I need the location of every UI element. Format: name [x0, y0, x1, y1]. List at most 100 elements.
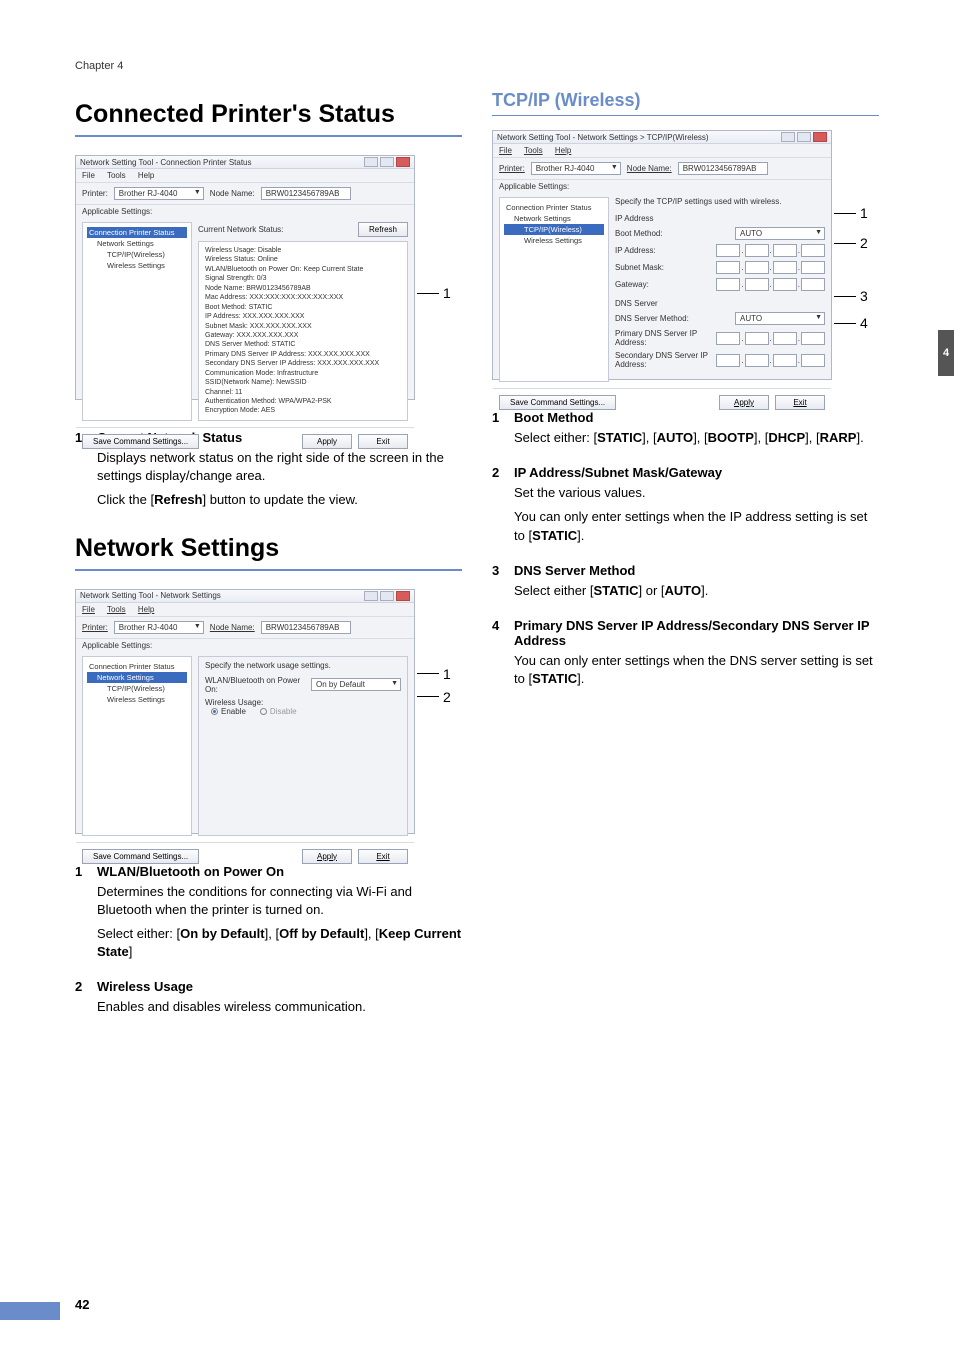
tree-connection-status[interactable]: Connection Printer Status	[87, 227, 187, 238]
titlebar: Network Setting Tool - Network Settings	[76, 590, 414, 603]
printer-select[interactable]: Brother RJ-4040 ▼	[114, 187, 204, 200]
min-icon[interactable]	[364, 157, 378, 167]
radio-label: Enable	[221, 707, 246, 716]
node-name-field[interactable]: BRW0123456789AB	[261, 621, 351, 634]
txt: ], [	[642, 430, 656, 445]
settings-tree[interactable]: Connection Printer Status Network Settin…	[82, 656, 192, 836]
menu-tools[interactable]: Tools	[524, 146, 543, 155]
max-icon[interactable]	[797, 132, 811, 142]
close-icon[interactable]	[396, 157, 410, 167]
tree-connection-status[interactable]: Connection Printer Status	[87, 661, 187, 672]
apply-button[interactable]: Apply	[302, 849, 352, 864]
tree-network-settings[interactable]: Network Settings	[504, 213, 604, 224]
close-icon[interactable]	[813, 132, 827, 142]
desc-tcpip-list: 1 Boot Method Select either: [STATIC], […	[492, 410, 879, 694]
item-title: Primary DNS Server IP Address/Secondary …	[514, 618, 879, 648]
wlan-row: WLAN/Bluetooth on Power On: On by Defaul…	[205, 676, 401, 694]
tree-wireless[interactable]: Wireless Settings	[504, 235, 604, 246]
chapter-label: Chapter 4	[75, 60, 879, 72]
item-number: 2	[492, 465, 514, 551]
txt-bold: STATIC	[532, 671, 577, 686]
item-number: 1	[75, 864, 97, 968]
tree-tcpip[interactable]: TCP/IP(Wireless)	[87, 683, 187, 694]
item-text: Enables and disables wireless communicat…	[97, 998, 462, 1016]
wlan-select[interactable]: On by Default ▼	[311, 678, 401, 691]
heading-underline	[75, 135, 462, 137]
node-name-field[interactable]: BRW0123456789AB	[261, 187, 351, 200]
settings-tree[interactable]: Connection Printer Status Network Settin…	[82, 222, 192, 421]
callout-leader	[834, 323, 856, 324]
ip-input[interactable]: ...	[716, 244, 825, 257]
gateway-input[interactable]: ...	[716, 278, 825, 291]
txt: ], [	[693, 430, 707, 445]
tree-tcpip[interactable]: TCP/IP(Wireless)	[87, 249, 187, 260]
exit-button[interactable]: Exit	[358, 434, 408, 449]
screenshot-tcpip-wrap: Network Setting Tool - Network Settings …	[492, 130, 879, 400]
primary-dns-input[interactable]: ...	[716, 332, 825, 345]
menu-help[interactable]: Help	[138, 605, 154, 614]
menu-tools[interactable]: Tools	[107, 605, 126, 614]
close-icon[interactable]	[396, 591, 410, 601]
min-icon[interactable]	[781, 132, 795, 142]
menu-file[interactable]: File	[82, 605, 95, 614]
min-icon[interactable]	[364, 591, 378, 601]
menu-tools[interactable]: Tools	[107, 171, 126, 180]
radio-label: Disable	[270, 707, 297, 716]
txt-bold: BOOTP	[708, 430, 754, 445]
item-title: IP Address/Subnet Mask/Gateway	[514, 465, 879, 480]
max-icon[interactable]	[380, 591, 394, 601]
tree-network-settings[interactable]: Network Settings	[87, 238, 187, 249]
secondary-dns-input[interactable]: ...	[716, 354, 825, 367]
menu-help[interactable]: Help	[138, 171, 154, 180]
callout-2: 2	[443, 689, 451, 705]
item-title: Wireless Usage	[97, 979, 462, 994]
titlebar: Network Setting Tool - Connection Printe…	[76, 156, 414, 169]
subnet-input[interactable]: ...	[716, 261, 825, 274]
exit-button[interactable]: Exit	[775, 395, 825, 410]
window-title: Network Setting Tool - Network Settings …	[497, 133, 709, 142]
apply-button[interactable]: Apply	[302, 434, 352, 449]
callout-2: 2	[860, 235, 868, 251]
wlan-label: WLAN/Bluetooth on Power On:	[205, 676, 311, 694]
save-command-button[interactable]: Save Command Settings...	[82, 434, 199, 449]
chevron-down-icon: ▼	[194, 623, 201, 630]
heading-network-settings: Network Settings	[75, 534, 462, 563]
radio-enable[interactable]: Enable	[211, 707, 246, 716]
txt: ] button to update the view.	[203, 492, 358, 507]
printer-select[interactable]: Brother RJ-4040 ▼	[114, 621, 204, 634]
max-icon[interactable]	[380, 157, 394, 167]
tree-wireless[interactable]: Wireless Settings	[87, 260, 187, 271]
txt: ], [	[364, 926, 378, 941]
callout-1: 1	[860, 205, 868, 221]
subnet-label: Subnet Mask:	[615, 263, 664, 272]
printer-select[interactable]: Brother RJ-4040 ▼	[531, 162, 621, 175]
bottom-bar: Save Command Settings... Apply Exit	[76, 842, 414, 870]
tree-wireless[interactable]: Wireless Settings	[87, 694, 187, 705]
refresh-button[interactable]: Refresh	[358, 222, 408, 237]
txt: ].	[577, 528, 584, 543]
tree-network-settings[interactable]: Network Settings	[87, 672, 187, 683]
save-command-button[interactable]: Save Command Settings...	[82, 849, 199, 864]
radio-disable[interactable]: Disable	[260, 707, 297, 716]
menu-help[interactable]: Help	[555, 146, 571, 155]
dns-select[interactable]: AUTO ▼	[735, 312, 825, 325]
printer-row: Printer: Brother RJ-4040 ▼ Node Name: BR…	[76, 617, 414, 639]
wlan-value: On by Default	[316, 680, 365, 689]
tree-tcpip[interactable]: TCP/IP(Wireless)	[504, 224, 604, 235]
exit-button[interactable]: Exit	[358, 849, 408, 864]
chevron-down-icon: ▼	[391, 680, 398, 687]
apply-button[interactable]: Apply	[719, 395, 769, 410]
menu-file[interactable]: File	[82, 171, 95, 180]
status-title: Current Network Status:	[198, 225, 283, 234]
item-text: You can only enter settings when the DNS…	[514, 652, 879, 688]
item-text: Set the various values.	[514, 484, 879, 502]
save-command-button[interactable]: Save Command Settings...	[499, 395, 616, 410]
callout-3: 3	[860, 288, 868, 304]
tree-connection-status[interactable]: Connection Printer Status	[504, 202, 604, 213]
settings-tree[interactable]: Connection Printer Status Network Settin…	[499, 197, 609, 382]
boot-select[interactable]: AUTO ▼	[735, 227, 825, 240]
txt: ], [	[265, 926, 279, 941]
node-name-field[interactable]: BRW0123456789AB	[678, 162, 768, 175]
menu-file[interactable]: File	[499, 146, 512, 155]
radio-dot-icon	[211, 708, 218, 715]
